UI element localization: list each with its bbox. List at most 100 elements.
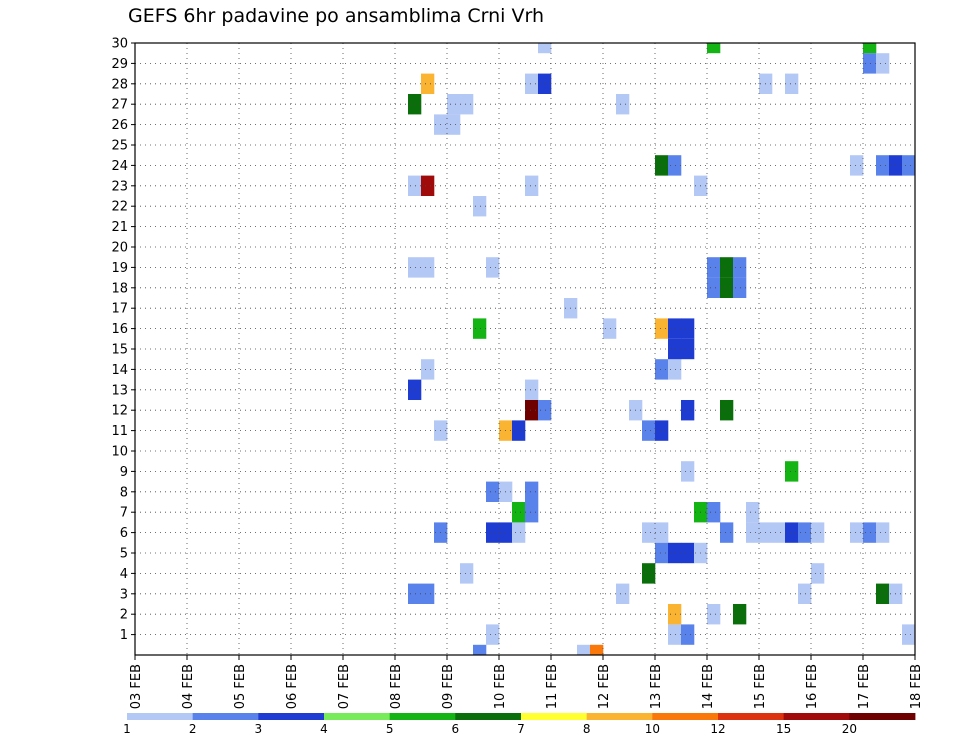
cell [421, 175, 435, 196]
cell [668, 155, 682, 176]
cell [733, 277, 747, 298]
cell [876, 53, 890, 74]
x-tick-label: 07 FEB [337, 664, 352, 709]
cell [486, 522, 500, 543]
cell [616, 94, 630, 115]
cell [473, 644, 487, 655]
cell [876, 583, 890, 604]
cell [707, 43, 721, 54]
cell [421, 359, 435, 380]
cell [863, 522, 877, 543]
cell [720, 277, 734, 298]
cell [512, 420, 526, 441]
legend-label: 12 [710, 722, 725, 736]
legend-swatch [586, 713, 653, 720]
cell [408, 257, 422, 278]
y-tick-label: 14 [111, 363, 128, 378]
cell [707, 257, 721, 278]
legend-label: 10 [645, 722, 660, 736]
legend-swatch [389, 713, 456, 720]
cell [460, 563, 474, 584]
cell [486, 481, 500, 502]
cell [655, 318, 669, 339]
y-tick-label: 12 [111, 404, 128, 419]
cell [603, 318, 617, 339]
y-tick-label: 30 [111, 37, 128, 52]
cell [733, 257, 747, 278]
legend-label: 4 [320, 722, 328, 736]
cell [473, 318, 487, 339]
cell [785, 522, 799, 543]
cell [876, 522, 890, 543]
cell [538, 43, 552, 54]
cell [525, 502, 539, 523]
cell [525, 379, 539, 400]
x-tick-label: 06 FEB [285, 664, 300, 709]
legend-label: 3 [255, 722, 263, 736]
cell [902, 624, 915, 645]
cell [668, 604, 682, 625]
cell [850, 522, 864, 543]
legend: 1 2 3 4 5 6 7 8 10 12 15 20 [123, 713, 916, 736]
cell [525, 400, 539, 421]
y-tick-label: 21 [111, 220, 128, 235]
cell [642, 420, 656, 441]
cell [408, 379, 422, 400]
x-tick-label: 12 FEB [597, 664, 612, 709]
cell [616, 583, 630, 604]
cell [538, 73, 552, 94]
y-tick-label: 2 [120, 608, 128, 623]
cells-layer [408, 43, 915, 655]
cell [512, 502, 526, 523]
y-tick-label: 1 [120, 628, 128, 643]
cell [473, 196, 487, 217]
legend-label: 1 [123, 722, 131, 736]
cell [785, 73, 799, 94]
cell [525, 481, 539, 502]
cell [798, 583, 812, 604]
x-axis: 03 FEB 04 FEB 05 FEB 06 FEB 07 FEB 08 FEB 09 F… [129, 655, 924, 709]
cell [655, 522, 669, 543]
cell [720, 257, 734, 278]
cell [720, 522, 734, 543]
y-tick-label: 18 [111, 281, 128, 296]
cell [746, 522, 760, 543]
cell [538, 400, 552, 421]
cell [447, 114, 461, 135]
x-tick-label: 10 FEB [493, 664, 508, 709]
y-tick-label: 6 [120, 526, 128, 541]
cell [772, 522, 786, 543]
cell [707, 502, 721, 523]
legend-swatch [324, 713, 391, 720]
y-tick-label: 15 [111, 343, 128, 358]
legend-label: 8 [583, 722, 591, 736]
y-axis: 1234567891011121314151617181920212223242… [111, 37, 135, 643]
x-tick-label: 15 FEB [753, 664, 768, 709]
y-tick-label: 20 [111, 241, 128, 256]
cell [421, 583, 435, 604]
legend-swatch [652, 713, 719, 720]
cell [850, 155, 864, 176]
cell [902, 155, 915, 176]
cell [655, 155, 669, 176]
cell [525, 175, 539, 196]
chart-title: GEFS 6hr padavine po ansamblima Crni Vrh [128, 5, 544, 27]
x-tick-label: 04 FEB [181, 664, 196, 709]
cell [668, 318, 682, 339]
cell [668, 359, 682, 380]
y-tick-label: 10 [111, 445, 128, 460]
y-tick-label: 24 [111, 159, 128, 174]
legend-swatch [192, 713, 259, 720]
y-tick-label: 29 [111, 57, 128, 72]
cell [681, 461, 695, 482]
legend-swatch [455, 713, 522, 720]
y-tick-label: 27 [111, 98, 128, 113]
x-tick-label: 09 FEB [441, 664, 456, 709]
cell [811, 563, 825, 584]
x-tick-label: 14 FEB [701, 664, 716, 709]
cell [863, 43, 877, 54]
legend-swatch [521, 713, 588, 720]
cell [655, 542, 669, 564]
y-tick-label: 28 [111, 77, 128, 92]
y-tick-label: 4 [120, 567, 128, 582]
